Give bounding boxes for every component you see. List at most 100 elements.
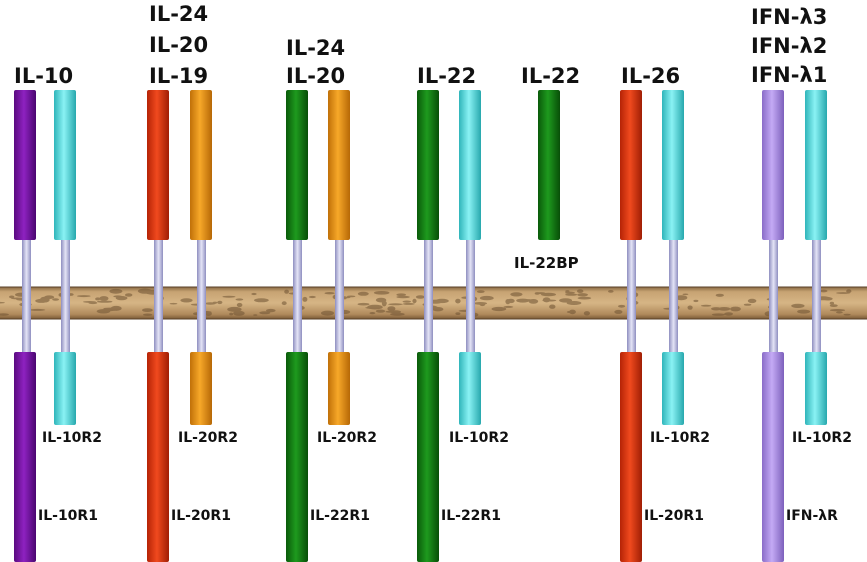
membrane-speck bbox=[718, 307, 731, 311]
receptor-label-il22r1: IL-22R1 bbox=[310, 508, 370, 524]
il10r2-chain-2 bbox=[459, 90, 481, 425]
ligand-label-il20: IL-20 bbox=[149, 33, 209, 57]
membrane-speck bbox=[836, 292, 851, 294]
membrane-speck bbox=[99, 296, 109, 301]
ifnlr-chain bbox=[762, 90, 784, 562]
membrane-speck bbox=[233, 310, 245, 316]
membrane-speck bbox=[819, 289, 828, 293]
membrane-speck bbox=[324, 292, 335, 295]
il20r2-chain-2 bbox=[328, 90, 350, 425]
ligand-label-ifnl1: IFN-λ1 bbox=[751, 63, 828, 87]
membrane-speck bbox=[476, 290, 485, 293]
membrane-speck bbox=[565, 293, 578, 296]
membrane-speck bbox=[369, 312, 376, 315]
membrane-speck bbox=[253, 314, 258, 316]
membrane-speck bbox=[829, 304, 838, 307]
membrane-speck bbox=[700, 304, 712, 307]
il22r1-chain-1 bbox=[286, 90, 308, 562]
membrane-speck bbox=[608, 290, 614, 293]
membrane-speck bbox=[95, 297, 101, 301]
receptor-label-il10r2: IL-10R2 bbox=[42, 430, 102, 446]
membrane-speck bbox=[259, 311, 271, 315]
membrane-speck bbox=[308, 295, 316, 299]
membrane-speck bbox=[281, 301, 287, 306]
membrane-speck bbox=[97, 300, 113, 303]
membrane-speck bbox=[254, 298, 269, 303]
membrane-speck bbox=[491, 306, 507, 312]
membrane-speck bbox=[516, 298, 530, 303]
membrane-speck bbox=[542, 299, 557, 302]
ligand-label-il22: IL-22 bbox=[417, 64, 477, 88]
membrane-speck bbox=[711, 313, 726, 316]
membrane-speck bbox=[205, 311, 212, 316]
membrane-speck bbox=[565, 290, 570, 293]
receptor-label-il10r2: IL-10R2 bbox=[449, 430, 509, 446]
membrane-speck bbox=[791, 303, 805, 308]
ligand-label-il20: IL-20 bbox=[286, 64, 346, 88]
membrane-speck bbox=[375, 297, 387, 303]
membrane-speck bbox=[266, 308, 276, 313]
membrane-speck bbox=[212, 301, 218, 304]
membrane-speck bbox=[730, 306, 741, 312]
membrane-speck bbox=[455, 312, 461, 315]
membrane-speck bbox=[435, 298, 449, 304]
receptor-label-ifnlr: IFN-λR bbox=[786, 508, 838, 524]
membrane-speck bbox=[109, 288, 123, 294]
membrane-speck bbox=[388, 303, 403, 306]
cell-membrane bbox=[0, 286, 867, 320]
membrane-speck bbox=[715, 293, 724, 297]
membrane-speck bbox=[229, 312, 234, 316]
membrane-speck bbox=[693, 299, 699, 303]
membrane-speck bbox=[29, 308, 46, 311]
ligand-label-il24: IL-24 bbox=[149, 2, 209, 26]
membrane-speck bbox=[829, 301, 835, 305]
membrane-speck bbox=[846, 289, 852, 293]
membrane-speck bbox=[251, 292, 257, 296]
membrane-speck bbox=[836, 311, 843, 314]
receptor-label-il20r2: IL-20R2 bbox=[317, 430, 377, 446]
ligand-label-il24: IL-24 bbox=[286, 36, 346, 60]
membrane-speck bbox=[528, 299, 539, 304]
receptor-label-il20r1: IL-20R1 bbox=[171, 508, 231, 524]
il10r2-chain-4 bbox=[805, 90, 827, 425]
receptor-label-il10r1: IL-10R1 bbox=[38, 508, 98, 524]
membrane-speck bbox=[387, 306, 396, 312]
il10r1-chain bbox=[14, 90, 36, 562]
membrane-speck bbox=[402, 300, 412, 303]
membrane-speck bbox=[125, 293, 133, 297]
membrane-speck bbox=[236, 302, 243, 308]
membrane-speck bbox=[302, 296, 308, 302]
ligand-label-il26: IL-26 bbox=[621, 64, 681, 88]
ligand-label-il19: IL-19 bbox=[149, 64, 209, 88]
membrane-speck bbox=[346, 295, 356, 298]
membrane-speck bbox=[843, 313, 851, 316]
membrane-speck bbox=[559, 298, 573, 303]
membrane-speck bbox=[415, 295, 425, 299]
membrane-speck bbox=[110, 305, 122, 311]
membrane-speck bbox=[455, 298, 461, 304]
membrane-speck bbox=[375, 309, 386, 313]
receptor-label-il20r1: IL-20R1 bbox=[644, 508, 704, 524]
membrane-speck bbox=[618, 304, 626, 308]
membrane-speck bbox=[534, 292, 540, 295]
membrane-speck bbox=[9, 295, 15, 299]
il20r1-chain-2 bbox=[620, 90, 642, 562]
membrane-speck bbox=[510, 292, 523, 297]
membrane-speck bbox=[357, 291, 369, 296]
membrane-speck bbox=[390, 312, 405, 316]
receptor-label-il10r2: IL-10R2 bbox=[650, 430, 710, 446]
membrane-speck bbox=[83, 301, 96, 303]
membrane-speck bbox=[396, 295, 410, 299]
membrane-speck bbox=[566, 301, 582, 305]
membrane-speck bbox=[747, 298, 757, 304]
il10r2-chain-3 bbox=[662, 90, 684, 425]
membrane-speck bbox=[0, 301, 5, 304]
il10r2-chain-1 bbox=[54, 90, 76, 425]
membrane-speck bbox=[412, 298, 417, 304]
membrane-speck bbox=[77, 295, 91, 298]
il20r1-chain-1 bbox=[147, 90, 169, 562]
membrane-speck bbox=[682, 293, 689, 296]
membrane-speck bbox=[687, 305, 693, 310]
membrane-speck bbox=[566, 310, 574, 314]
